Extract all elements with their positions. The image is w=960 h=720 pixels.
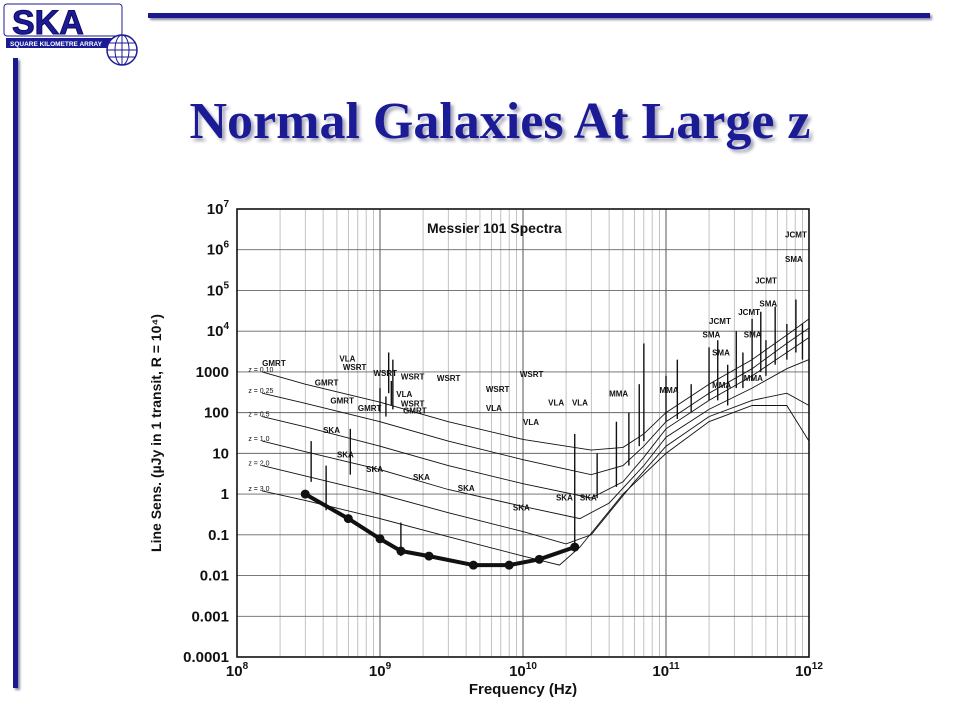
- x-tick-label: 108: [226, 661, 249, 680]
- ska-series: [300, 489, 580, 570]
- telescope-label: WSRT: [437, 374, 461, 383]
- telescope-label: VLA: [486, 404, 502, 413]
- logo-subtext: SQUARE KILOMETRE ARRAY: [10, 41, 103, 48]
- telescope-label: SKA: [323, 426, 340, 435]
- x-tick-label: 1012: [795, 661, 823, 680]
- telescope-label: GMRT: [330, 396, 354, 405]
- telescope-label: SKA: [413, 473, 430, 482]
- telescope-label: JCMT: [709, 317, 731, 326]
- telescope-label: WSRT: [401, 400, 425, 409]
- plot-frame: [236, 208, 810, 658]
- chart-grid: [236, 208, 809, 658]
- curve-label: z = 0.10: [248, 367, 273, 374]
- y-tick-label: 0.01: [200, 568, 229, 585]
- telescope-label: SMA: [759, 300, 777, 309]
- ska-logo-graphic: SKA SQUARE KILOMETRE ARRAY: [3, 3, 138, 66]
- telescope-label: SMA: [785, 255, 803, 264]
- chart-annotations: z = 0.10 z = 0.25 z = 0.5 z = 1.0 z = 2.0 z =…: [248, 230, 807, 512]
- y-tick-label: 1: [221, 486, 229, 503]
- y-tick-label: 105: [207, 280, 230, 299]
- ska-data-point: [300, 489, 310, 499]
- curve-label: z = 0.5: [248, 412, 269, 419]
- y-tick-label: 100: [204, 405, 229, 422]
- telescope-label: GMRT: [358, 404, 382, 413]
- telescope-label: MMA: [609, 389, 628, 398]
- ska-data-point: [424, 551, 434, 561]
- telescope-label: MMA: [712, 381, 731, 390]
- telescope-label: SKA: [580, 493, 597, 502]
- telescope-label: SKA: [366, 465, 383, 474]
- telescope-label: VLA: [396, 390, 412, 399]
- telescope-label: SKA: [556, 493, 573, 502]
- line-sensitivity-chart: 108 109 1010 1011 1012 0.0001 0.001 0.01 0.1 1 10 1…: [148, 199, 823, 698]
- y-tick-label: 107: [207, 199, 230, 218]
- redshift-curve: [262, 405, 810, 566]
- ska-data-point: [375, 534, 385, 544]
- ska-data-point: [534, 554, 544, 564]
- telescope-label: GMRT: [315, 378, 339, 387]
- telescope-label: GMRT: [403, 407, 427, 416]
- slide-title: Normal Galaxies At Large z: [189, 93, 811, 150]
- axis-tick-labels: 108 109 1010 1011 1012 0.0001 0.001 0.01 0.1 1 10 1…: [183, 199, 823, 680]
- telescope-label: WSRT: [343, 363, 367, 372]
- telescope-label: VLA: [523, 418, 539, 427]
- ska-data-point: [343, 514, 353, 524]
- telescope-label: JCMT: [755, 276, 777, 285]
- ska-logo: SKA SQUARE KILOMETRE ARRAY: [2, 2, 142, 68]
- telescope-label: VLA: [548, 398, 564, 407]
- telescope-label: SKA: [337, 450, 354, 459]
- telescope-label: VLA: [572, 398, 588, 407]
- ska-data-point: [396, 546, 406, 556]
- curve-label: z = 0.25: [248, 388, 273, 395]
- header-rule: [148, 13, 930, 18]
- y-tick-label: 0.0001: [183, 649, 229, 666]
- chart-title: Messier 101 Spectra: [427, 220, 562, 236]
- telescope-label: MMA: [744, 374, 763, 383]
- x-tick-label: 109: [369, 661, 392, 680]
- telescope-label: VLA: [339, 355, 355, 364]
- y-tick-label: 0.001: [191, 608, 229, 625]
- x-tick-label: 1011: [652, 661, 680, 680]
- ska-data-point: [504, 560, 514, 570]
- logo-wordmark: SKA: [12, 4, 84, 42]
- telescope-label: WSRT: [401, 373, 425, 382]
- telescope-label: SKA: [513, 503, 530, 512]
- x-tick-label: 1010: [509, 661, 537, 680]
- telescope-label: WSRT: [520, 370, 544, 379]
- telescope-label: SMA: [712, 349, 730, 358]
- curve-label: z = 2.0: [248, 461, 269, 468]
- redshift-curve: [262, 392, 810, 545]
- y-tick-label: 104: [207, 321, 230, 340]
- curve-label: z = 1.0: [248, 436, 269, 443]
- y-axis-label: Line Sens. (µJy in 1 transit, R = 10⁴): [148, 314, 164, 552]
- curve-label: z = 3.0: [248, 486, 269, 493]
- telescope-label: MMA: [659, 386, 678, 395]
- y-tick-label: 0.1: [208, 527, 229, 544]
- spectral-line-spikes: [310, 299, 804, 557]
- ska-data-point: [570, 542, 580, 552]
- ska-sensitivity-line: [304, 492, 576, 568]
- telescope-label: WSRT: [373, 369, 397, 378]
- telescope-label: SMA: [703, 330, 721, 339]
- x-axis-label: Frequency (Hz): [469, 681, 577, 698]
- y-tick-label: 1000: [196, 364, 229, 381]
- redshift-curve: [262, 359, 810, 520]
- telescope-label: GMRT: [262, 359, 286, 368]
- telescope-label: WSRT: [486, 385, 510, 394]
- ska-data-point: [468, 560, 478, 570]
- globe-icon: [106, 34, 138, 66]
- y-tick-label: 10: [212, 445, 229, 462]
- y-tick-label: 106: [207, 240, 230, 259]
- side-rule: [13, 58, 18, 688]
- telescope-label: SKA: [458, 484, 475, 493]
- telescope-label: JCMT: [785, 230, 807, 239]
- telescope-label: SMA: [744, 330, 762, 339]
- telescope-label: JCMT: [738, 308, 760, 317]
